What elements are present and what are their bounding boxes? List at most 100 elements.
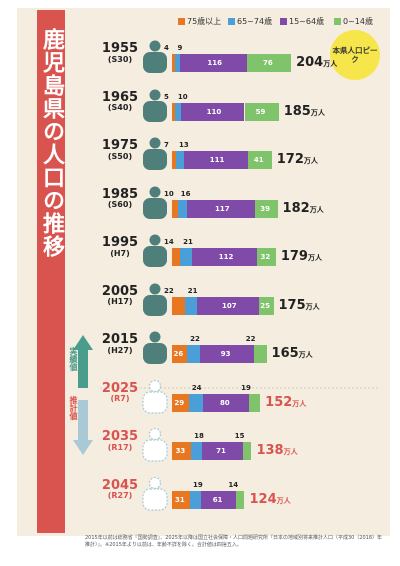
bar-value-label: 10 (177, 92, 188, 101)
total-unit: 万人 (283, 448, 298, 456)
total-unit: 万人 (310, 108, 325, 117)
bar-value-label: 22 (245, 335, 256, 343)
bar-value-label: 33 (175, 447, 186, 455)
year-value: 2005 (101, 283, 139, 299)
bar-value-label: 7 (164, 141, 169, 149)
bar-value-label: 71 (216, 447, 226, 455)
total-label: 175万人 (279, 298, 320, 313)
bar-value-label: 107 (221, 301, 237, 310)
bar-value-label: 39 (260, 204, 270, 213)
legend-swatch (334, 18, 341, 25)
total-label: 179万人 (281, 249, 322, 264)
bar-value-label: 19 (192, 480, 203, 489)
bar-segment (188, 393, 203, 412)
total-unit: 万人 (309, 205, 324, 214)
bar-value-label: 41 (253, 156, 264, 164)
bar-segment (174, 54, 180, 72)
bar-value-label: 13 (179, 141, 189, 149)
bar-segment (199, 345, 254, 363)
bar-segment (177, 199, 188, 218)
bar-segment (187, 345, 200, 363)
bar-value-label: 116 (207, 59, 222, 67)
bar-segment (172, 199, 178, 218)
total-unit: 万人 (276, 496, 291, 505)
total-value: 179 (280, 249, 308, 264)
bar-value-label: 9 (177, 44, 183, 52)
total-label: 138万人 (256, 443, 297, 458)
bar-segment (253, 345, 267, 363)
year-value: 2035 (101, 429, 139, 444)
era-label: (H17) (107, 297, 133, 307)
legend-item: 65~74歳 (228, 16, 272, 27)
bar-value-label: 21 (187, 286, 198, 295)
bar-value-label: 19 (241, 383, 251, 392)
total-unit: 万人 (323, 60, 338, 68)
year-label: 1995 (H7) (100, 236, 140, 258)
era-label: (R17) (107, 442, 133, 452)
total-label: 124万人 (250, 492, 291, 507)
year-label: 1955 (S30) (100, 42, 140, 64)
year-value: 2045 (101, 477, 139, 493)
bar-value-label: 15 (234, 432, 245, 440)
estimate-arrow (73, 400, 93, 455)
year-label: 1975 (S50) (100, 139, 140, 161)
bar-segment (244, 102, 279, 121)
bar-value-label: 5 (164, 92, 169, 101)
bar-segment (184, 296, 197, 315)
bar-segment (172, 345, 188, 363)
total-label: 182万人 (283, 201, 324, 216)
person-outline-icon (142, 379, 168, 414)
bar-segment (242, 442, 252, 460)
bar-value-label: 117 (215, 204, 230, 213)
total-label: 165万人 (272, 346, 313, 361)
year-label: 2045 (R27) (100, 477, 140, 501)
total-unit: 万人 (305, 302, 320, 311)
year-value: 1955 (101, 41, 139, 56)
year-value: 1995 (101, 235, 139, 250)
year-value: 1975 (101, 138, 139, 153)
bar-segment (179, 54, 247, 72)
total-label: 152万人 (265, 395, 306, 410)
total-value: 185 (283, 103, 311, 119)
bar-value-label: 61 (212, 495, 223, 504)
bar-segment (249, 393, 261, 412)
bar-value-label: 25 (260, 301, 270, 310)
bar-value-label: 24 (191, 383, 202, 392)
year-label: 1985 (S60) (100, 187, 140, 210)
bar-segment (180, 248, 193, 266)
total-label: 185万人 (284, 104, 325, 119)
bar-segment (196, 296, 259, 315)
bar-segment (187, 199, 255, 218)
era-label: (S40) (107, 103, 133, 113)
bar-value-label: 111 (209, 156, 225, 164)
bar-segment (254, 199, 278, 218)
era-label: (S30) (107, 54, 133, 64)
year-label: 2035 (R17) (100, 430, 140, 452)
bar-segment (172, 54, 175, 72)
total-unit: 万人 (303, 157, 318, 165)
bar-value-label: 80 (219, 398, 230, 407)
legend-label: 0~14歳 (343, 17, 373, 26)
bar-segment (172, 490, 190, 509)
year-label: 2015 (H27) (100, 333, 140, 355)
person-icon (143, 137, 167, 170)
bar-segment (192, 248, 258, 266)
bar-segment (180, 102, 245, 121)
total-unit: 万人 (307, 254, 322, 262)
bar-segment (172, 442, 192, 460)
bar-value-label: 22 (190, 335, 200, 343)
person-outline-icon (142, 428, 168, 462)
legend-item: 0~14歳 (334, 16, 373, 27)
bar-segment (189, 490, 201, 509)
legend-swatch (280, 18, 287, 25)
era-label: (R27) (107, 491, 133, 501)
person-icon (143, 331, 167, 364)
total-value: 138 (256, 443, 284, 458)
chart-title: 鹿児島県の人口の推移 (39, 28, 64, 258)
bar-segment (236, 490, 245, 509)
bar-segment (259, 296, 274, 315)
bar-segment (202, 393, 250, 412)
total-value: 175 (278, 297, 306, 313)
